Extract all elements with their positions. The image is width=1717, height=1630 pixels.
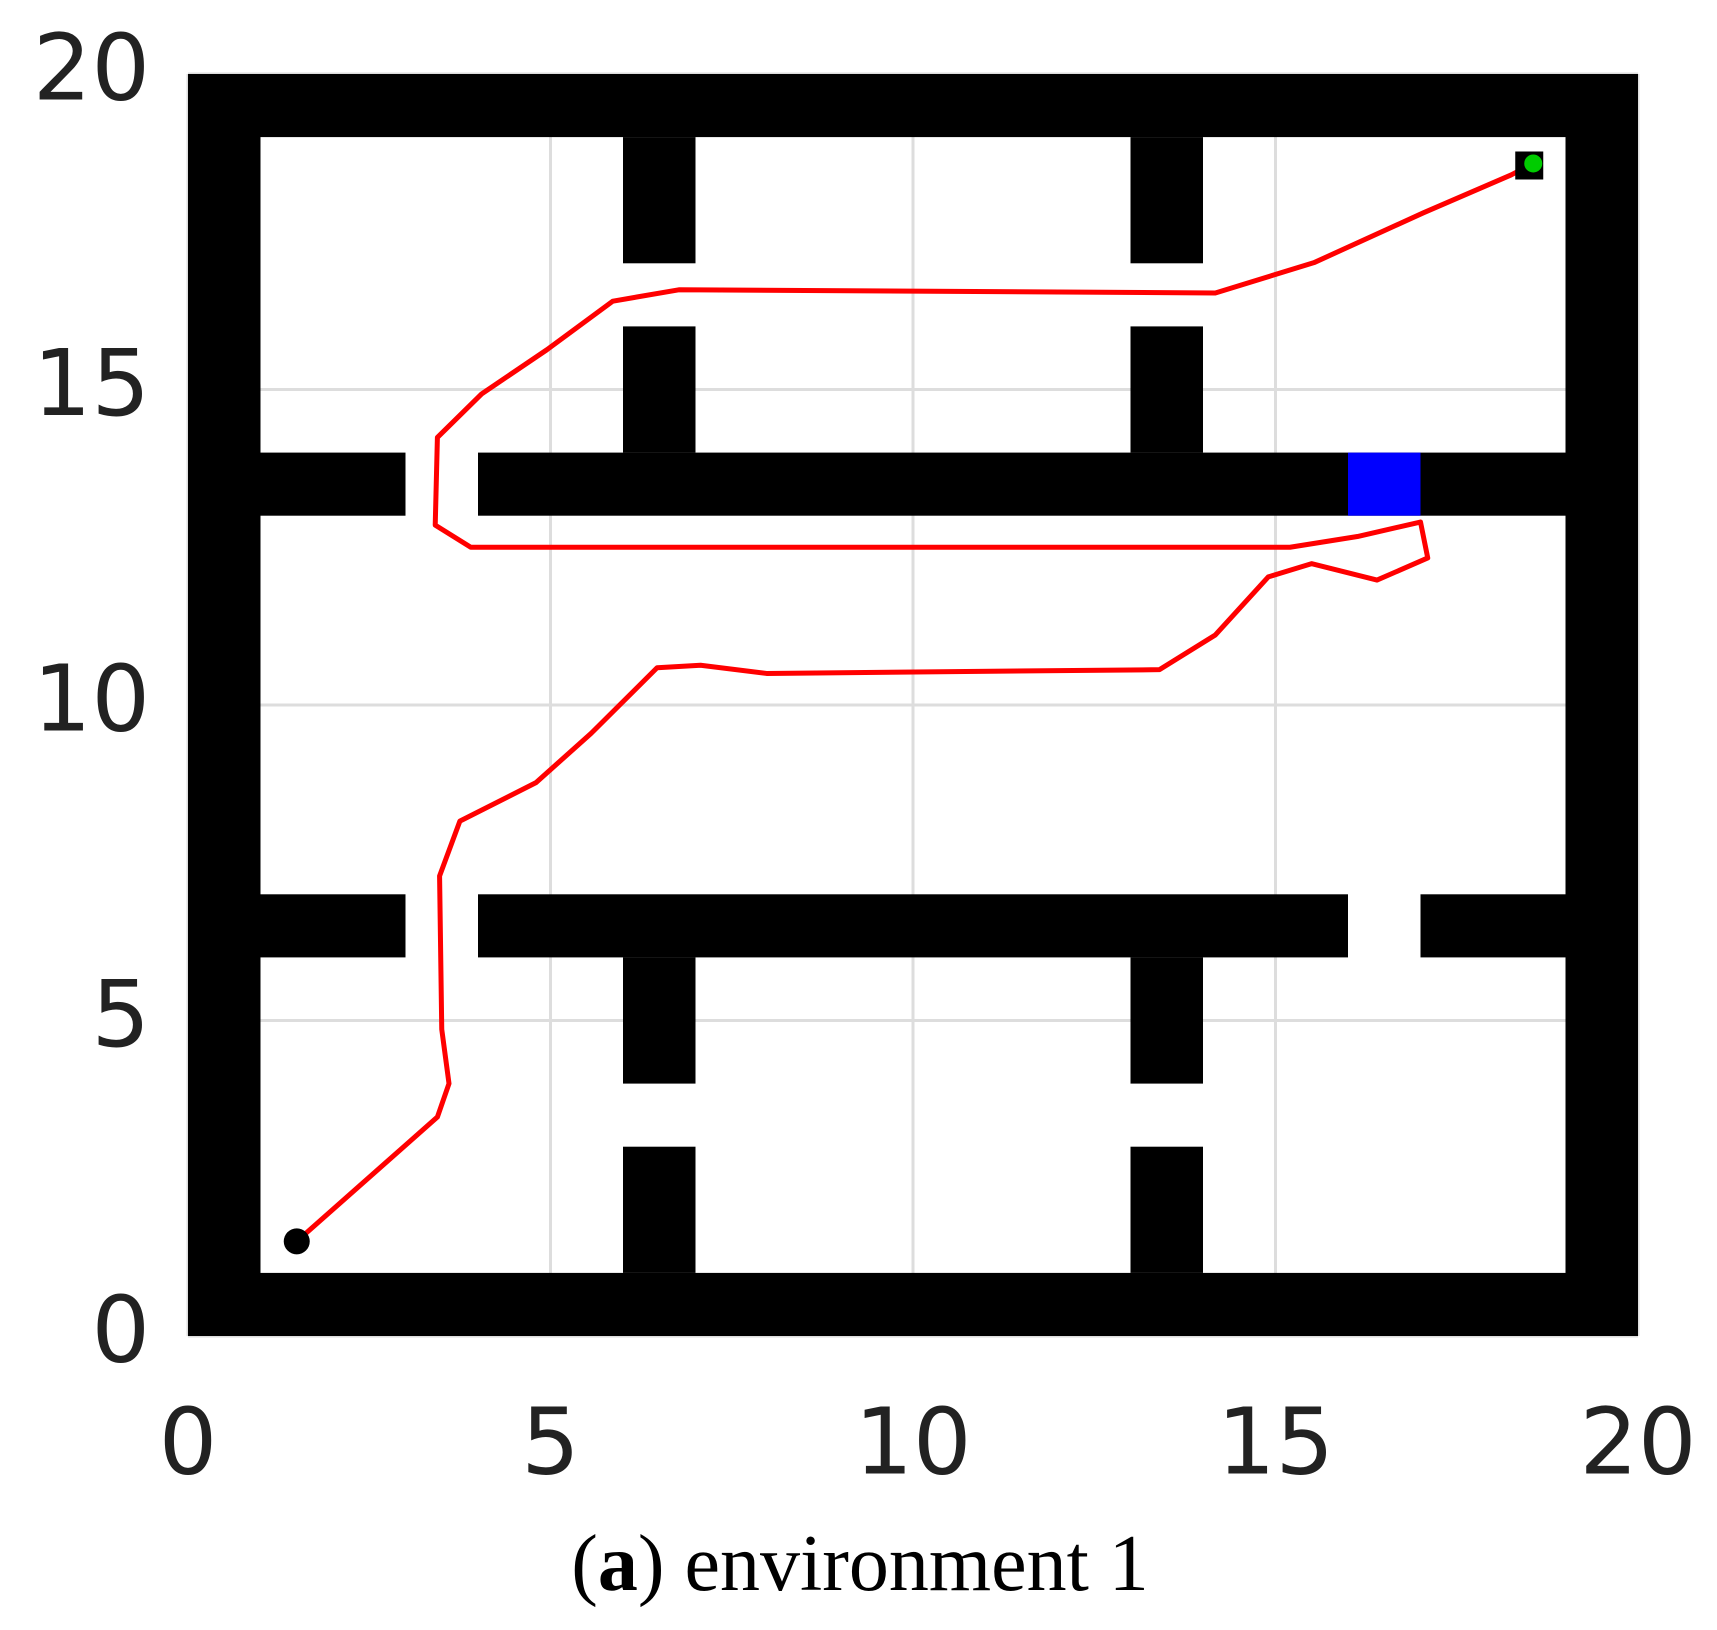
wall [1420,894,1566,958]
wall [623,326,696,453]
x-tick-label: 0 [159,1388,218,1495]
wall [1130,326,1203,453]
x-tick-label: 20 [1579,1388,1696,1495]
x-tick-label: 5 [521,1388,580,1495]
wall [478,894,1348,958]
y-tick-label: 10 [33,645,150,752]
start-point [283,1228,310,1255]
wall [623,957,696,1084]
wall [1130,137,1203,264]
wall [1130,1146,1203,1273]
caption-label: a [598,1520,638,1608]
wall [623,137,696,264]
x-tick-label: 10 [854,1388,971,1495]
wall [188,74,261,1336]
wall [1130,957,1203,1084]
y-tick-label: 20 [33,14,150,121]
caption: (a) environment 1 [571,1520,1149,1608]
block [1348,452,1421,516]
wall [260,894,406,958]
caption-text: ) environment 1 [638,1520,1149,1608]
wall [1565,74,1638,1336]
caption-open: ( [571,1520,598,1608]
wall [260,452,406,516]
wall [188,1272,1638,1336]
y-tick-label: 15 [33,330,150,437]
wall [623,1146,696,1273]
wall [188,74,1638,138]
x-tick-label: 15 [1217,1388,1334,1495]
goal-point [1524,154,1543,173]
y-tick-label: 5 [91,961,150,1068]
robot-path [295,163,1531,1244]
y-tick-label: 0 [91,1276,150,1383]
